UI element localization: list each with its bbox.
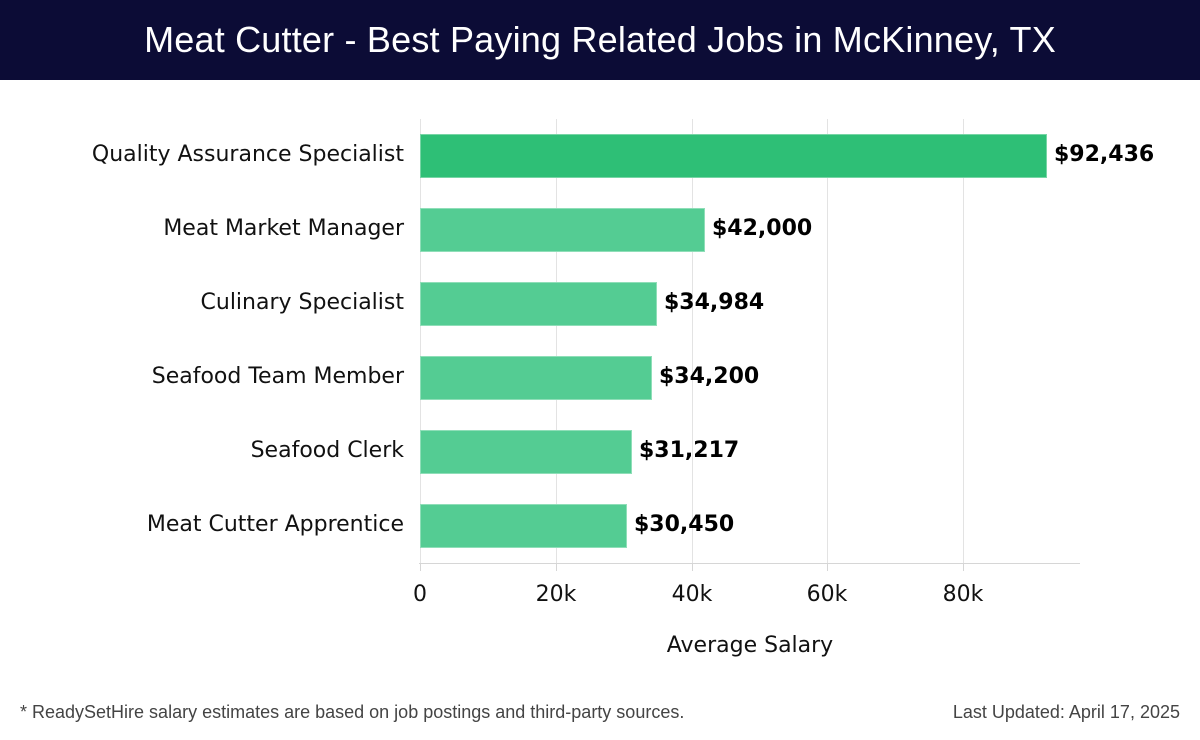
x-tick <box>963 563 964 571</box>
gridline <box>963 119 964 563</box>
chart-header: Meat Cutter - Best Paying Related Jobs i… <box>0 0 1200 80</box>
category-label: Quality Assurance Specialist <box>91 142 404 167</box>
category-label: Seafood Clerk <box>250 438 404 463</box>
chart-title: Meat Cutter - Best Paying Related Jobs i… <box>144 19 1056 60</box>
last-updated: Last Updated: April 17, 2025 <box>952 702 1180 722</box>
bar <box>420 504 627 548</box>
gridline <box>827 119 828 563</box>
bar <box>420 134 1047 178</box>
category-label: Meat Market Manager <box>163 216 404 241</box>
value-label: $34,200 <box>659 364 760 389</box>
bar <box>420 430 632 474</box>
x-tick-label: 20k <box>535 582 577 607</box>
gridline <box>692 119 693 563</box>
value-label: $34,984 <box>664 290 765 315</box>
gridline <box>420 119 421 563</box>
x-tick <box>827 563 828 571</box>
x-tick-label: 40k <box>671 582 713 607</box>
bar <box>420 282 657 326</box>
category-label: Meat Cutter Apprentice <box>146 512 404 537</box>
value-label: $42,000 <box>712 216 813 241</box>
category-label: Culinary Specialist <box>200 290 404 315</box>
bar <box>420 356 652 400</box>
x-tick <box>420 563 421 571</box>
x-tick-label: 60k <box>806 582 848 607</box>
value-label: $92,436 <box>1054 142 1155 167</box>
value-label: $31,217 <box>639 438 740 463</box>
x-tick-label: 0 <box>413 582 427 607</box>
x-tick-label: 80k <box>942 582 984 607</box>
value-label: $30,450 <box>634 512 735 537</box>
gridline <box>556 119 557 563</box>
bar <box>420 208 705 252</box>
x-tick <box>692 563 693 571</box>
x-axis-line <box>419 563 1080 564</box>
category-label: Seafood Team Member <box>151 364 404 389</box>
footer-note: * ReadySetHire salary estimates are base… <box>20 702 685 722</box>
x-axis-label: Average Salary <box>666 633 834 658</box>
x-tick <box>556 563 557 571</box>
